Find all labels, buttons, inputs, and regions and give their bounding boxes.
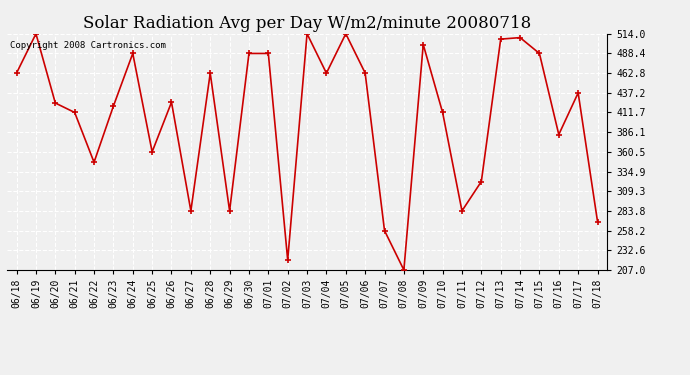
Title: Solar Radiation Avg per Day W/m2/minute 20080718: Solar Radiation Avg per Day W/m2/minute … bbox=[83, 15, 531, 32]
Text: Copyright 2008 Cartronics.com: Copyright 2008 Cartronics.com bbox=[10, 41, 166, 50]
